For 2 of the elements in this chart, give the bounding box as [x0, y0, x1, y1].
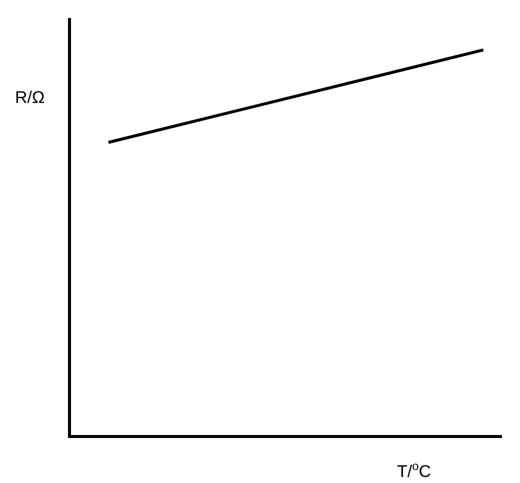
x-axis-title: T/$^{o}$C: [397, 459, 432, 482]
y-axis-title: R/Ω: [15, 88, 45, 107]
